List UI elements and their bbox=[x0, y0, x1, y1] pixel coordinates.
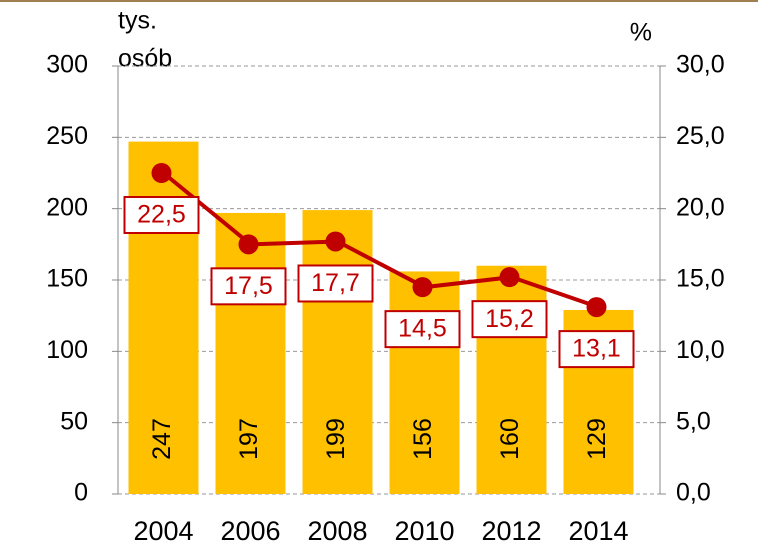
value-label-box bbox=[384, 310, 461, 349]
x-tick-label: 2006 bbox=[220, 516, 280, 546]
y-tick-label: 50 bbox=[60, 407, 88, 435]
line-marker bbox=[586, 297, 607, 318]
bar bbox=[215, 212, 286, 495]
y-tick-label: 0 bbox=[74, 479, 88, 507]
bar-value-label: 156 bbox=[409, 418, 437, 460]
line-marker bbox=[238, 234, 259, 255]
bar-value-label: 199 bbox=[322, 418, 350, 460]
x-tick-label: 2008 bbox=[307, 516, 367, 546]
line-marker bbox=[499, 267, 520, 288]
y-tick-label: 150 bbox=[46, 265, 88, 293]
y2-tick-label: 10,0 bbox=[676, 336, 725, 364]
line-value-label: 14,5 bbox=[398, 315, 447, 343]
line-marker bbox=[325, 231, 346, 252]
bar bbox=[302, 210, 373, 495]
line-value-label: 13,1 bbox=[572, 335, 621, 363]
line-value-label: 17,7 bbox=[311, 269, 360, 297]
x-tick-label: 2014 bbox=[568, 516, 628, 546]
y-tick-label: 200 bbox=[46, 193, 88, 221]
line-marker bbox=[151, 163, 172, 183]
y-tick-label: 100 bbox=[46, 336, 88, 364]
value-label-box bbox=[558, 330, 635, 369]
bar-value-label: 129 bbox=[583, 418, 611, 460]
y-axis-label: osób bbox=[118, 45, 172, 73]
value-label-box bbox=[471, 300, 548, 339]
bar-value-label: 160 bbox=[496, 418, 524, 460]
line-value-label: 17,5 bbox=[224, 272, 273, 300]
y2-tick-label: 30,0 bbox=[676, 51, 725, 79]
value-label-box bbox=[210, 267, 287, 306]
y2-tick-label: 5,0 bbox=[676, 407, 711, 435]
y-axis-label: tys. bbox=[118, 7, 157, 35]
x-tick-label: 2010 bbox=[394, 516, 454, 546]
x-tick-label: 2012 bbox=[481, 516, 541, 546]
y2-axis-label: % bbox=[630, 19, 652, 47]
line-marker bbox=[412, 277, 433, 298]
x-tick-label: 2004 bbox=[133, 516, 193, 546]
y-tick-label: 250 bbox=[46, 122, 88, 150]
line bbox=[162, 171, 600, 309]
bar-value-label: 197 bbox=[235, 418, 263, 460]
value-label-box bbox=[123, 196, 200, 234]
line-value-label: 22,5 bbox=[137, 201, 186, 229]
y-tick-label: 300 bbox=[46, 51, 88, 79]
y2-tick-label: 25,0 bbox=[676, 122, 725, 150]
bar-value-label: 247 bbox=[148, 418, 176, 460]
bar bbox=[389, 271, 460, 494]
y2-tick-label: 15,0 bbox=[676, 265, 725, 293]
y2-tick-label: 0,0 bbox=[676, 479, 711, 507]
y2-tick-label: 20,0 bbox=[676, 193, 725, 221]
line-value-label: 15,2 bbox=[485, 305, 534, 333]
value-label-box bbox=[297, 264, 374, 303]
